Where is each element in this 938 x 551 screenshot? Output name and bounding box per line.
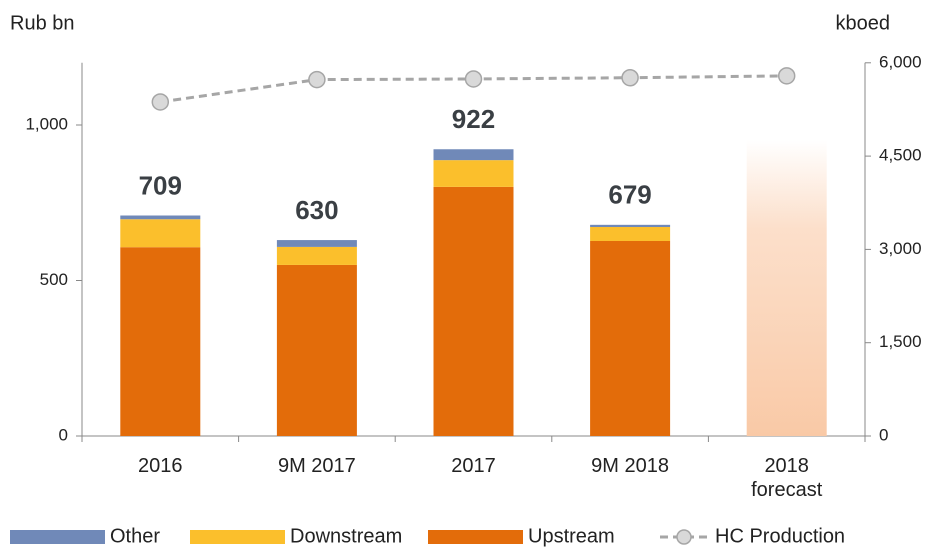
- bar-segment: [590, 227, 671, 242]
- legend-label: HC Production: [715, 525, 845, 547]
- bar-segment: [276, 246, 357, 265]
- y-tick-label: 500: [40, 270, 68, 289]
- bar-segment: [590, 224, 671, 228]
- x-tick-label: 2016: [138, 455, 183, 477]
- total-label: 630: [295, 195, 338, 225]
- y2-tick-label: 3,000: [879, 239, 922, 258]
- legend-marker: [676, 529, 692, 545]
- legend-swatch: [190, 530, 285, 544]
- total-label: 709: [139, 170, 182, 200]
- y2-tick-label: 0: [879, 425, 888, 444]
- bar-segment: [120, 219, 201, 248]
- y-tick-label: 1,000: [25, 114, 68, 133]
- y2-tick-label: 6,000: [879, 52, 922, 71]
- legend-swatch: [428, 530, 523, 544]
- x-tick-label: 9M 2017: [277, 455, 356, 477]
- legend-label: Upstream: [528, 525, 615, 547]
- y-axis-label: Rub bn: [10, 12, 75, 34]
- legend-label: Other: [110, 525, 160, 547]
- bar-segment: [433, 149, 514, 161]
- legend-label: Downstream: [290, 525, 402, 547]
- bar-segment: [433, 160, 514, 187]
- y2-tick-label: 4,500: [879, 146, 922, 165]
- line-marker: [777, 67, 796, 85]
- line-marker: [621, 68, 639, 87]
- y-tick-label: 0: [59, 425, 68, 444]
- forecast-bar: [746, 140, 827, 436]
- bar-segment: [433, 186, 514, 436]
- bar-segment: [120, 247, 201, 436]
- bar-segment: [276, 264, 357, 436]
- line-marker: [308, 70, 326, 89]
- y2-axis-label: kboed: [836, 12, 891, 34]
- y2-tick-label: 1,500: [879, 332, 922, 351]
- total-label: 922: [452, 104, 495, 134]
- bar-segment: [276, 240, 357, 247]
- line-marker: [151, 93, 170, 111]
- line-marker: [464, 70, 483, 88]
- bar-segment: [590, 241, 671, 436]
- total-label: 679: [608, 180, 651, 210]
- bar-segment: [120, 215, 201, 220]
- x-tick-label: 2017: [451, 455, 496, 477]
- x-tick-label: 2018 forecast: [751, 455, 823, 501]
- legend-swatch: [10, 530, 105, 544]
- x-tick-label: 9M 2018: [591, 455, 670, 477]
